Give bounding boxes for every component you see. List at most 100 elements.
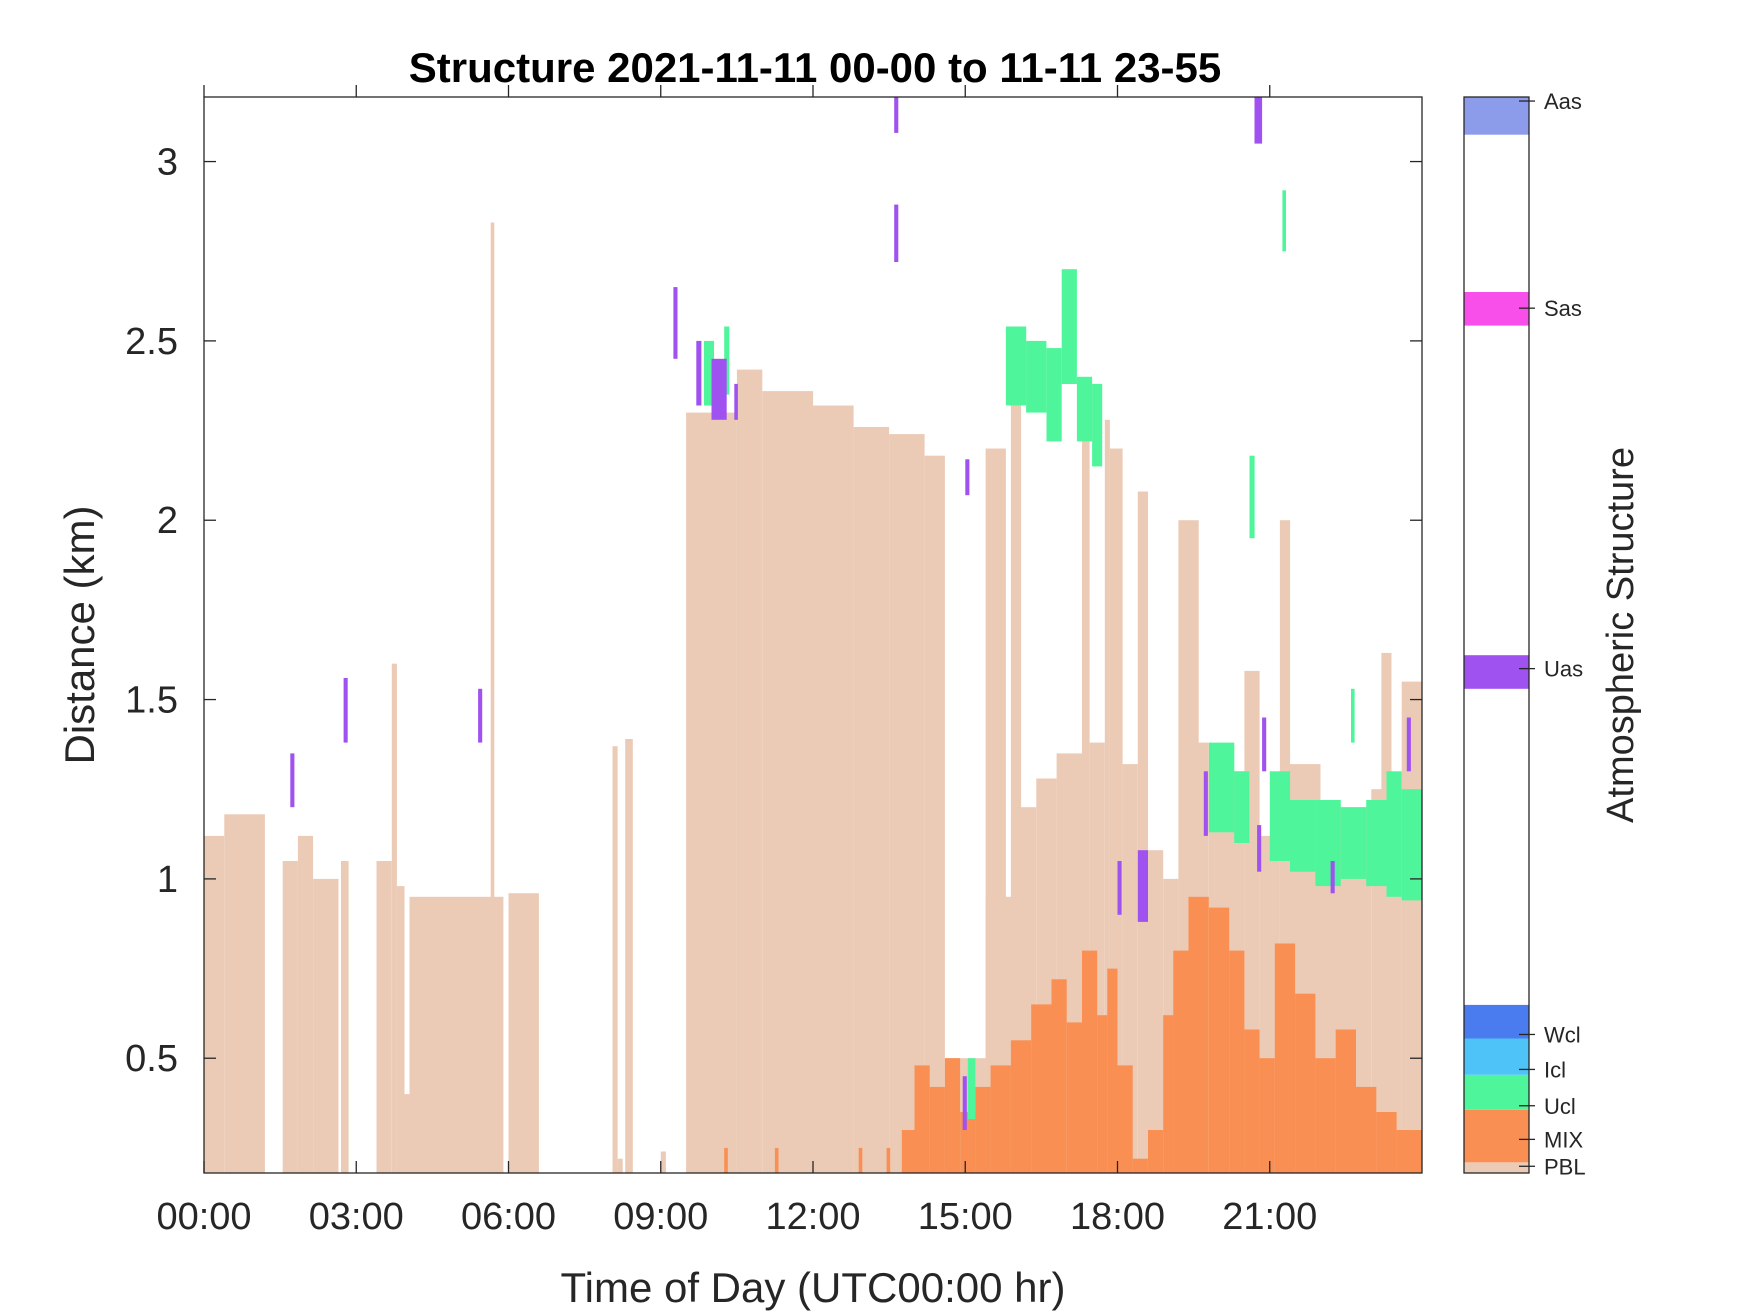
block-mix-6 bbox=[929, 1086, 945, 1173]
block-mix-30 bbox=[1315, 1058, 1336, 1173]
y-tick-label: 1.5 bbox=[125, 680, 178, 722]
block-uas-1 bbox=[343, 678, 348, 743]
block-pbl-48 bbox=[1381, 652, 1392, 1173]
colorbar-tick-label-aas: Aas bbox=[1544, 89, 1582, 114]
block-mix-12 bbox=[1031, 1004, 1052, 1173]
block-ucl-4 bbox=[1026, 340, 1047, 413]
block-mix-29 bbox=[1295, 993, 1316, 1173]
block-mix-10 bbox=[990, 1065, 1011, 1173]
axis-layer: 00:00 03:00 06:00 09:00 12:00 15:00 18:00 21:00… bbox=[125, 85, 1422, 1238]
colorbar-swatch-icl bbox=[1464, 1038, 1529, 1075]
colorbar-tick-label-sas: Sas bbox=[1544, 296, 1582, 321]
block-ucl-19 bbox=[1282, 190, 1286, 252]
x-tick-label: 03:00 bbox=[309, 1196, 404, 1238]
block-pbl-6 bbox=[376, 861, 392, 1173]
x-tick-label: 00:00 bbox=[156, 1196, 251, 1238]
x-axis-label: Time of Day (UTC00:00 hr) bbox=[561, 1264, 1066, 1311]
block-mix-16 bbox=[1097, 1015, 1108, 1173]
block-ucl-6 bbox=[1061, 269, 1077, 384]
y-tick-label: 1 bbox=[157, 859, 178, 901]
block-pbl-8 bbox=[396, 886, 405, 1173]
block-ucl-5 bbox=[1046, 348, 1062, 442]
colorbar-swatch-aas bbox=[1464, 97, 1529, 135]
block-pbl-14 bbox=[617, 1158, 623, 1173]
block-mix-28 bbox=[1274, 943, 1296, 1173]
block-ucl-1 bbox=[724, 326, 730, 395]
block-mix-34 bbox=[1396, 1130, 1422, 1173]
block-mix-14 bbox=[1066, 1022, 1082, 1173]
block-ucl-12 bbox=[1269, 771, 1291, 861]
x-tick-label: 12:00 bbox=[765, 1196, 860, 1238]
block-pbl-7 bbox=[391, 663, 397, 1173]
block-pbl-33 bbox=[1104, 419, 1110, 1173]
block-ucl-20 bbox=[1351, 688, 1355, 743]
block-pbl-16 bbox=[660, 1151, 666, 1173]
x-tick-label: 21:00 bbox=[1222, 1196, 1317, 1238]
colorbar-swatch-pbl bbox=[1464, 1162, 1529, 1173]
block-ucl-3 bbox=[1005, 326, 1027, 406]
block-ucl-0 bbox=[703, 340, 714, 406]
chart-title: Structure 2021-11-11 00-00 to 11-11 23-5… bbox=[409, 44, 1222, 91]
block-pbl-19 bbox=[762, 391, 814, 1174]
block-uas-12 bbox=[1137, 850, 1148, 922]
block-pbl-20 bbox=[813, 405, 854, 1173]
block-mix-22 bbox=[1173, 950, 1189, 1173]
colorbar-frame bbox=[1463, 96, 1530, 1174]
block-uas-15 bbox=[1262, 717, 1267, 772]
block-ucl-7 bbox=[1076, 376, 1093, 442]
block-mix-2 bbox=[858, 1147, 863, 1173]
block-uas-13 bbox=[1203, 771, 1208, 836]
block-pbl-0 bbox=[204, 835, 225, 1173]
series-mix bbox=[724, 896, 1422, 1173]
block-mix-15 bbox=[1082, 950, 1098, 1173]
block-uas-14 bbox=[1254, 97, 1263, 144]
block-mix-19 bbox=[1132, 1158, 1148, 1173]
y-axis-label: Distance (km) bbox=[56, 505, 103, 764]
block-pbl-3 bbox=[297, 835, 314, 1173]
block-ucl-18 bbox=[1401, 789, 1422, 901]
block-ucl-13 bbox=[1290, 800, 1316, 872]
block-uas-11 bbox=[1117, 861, 1122, 915]
block-pbl-1 bbox=[224, 814, 265, 1173]
plot-area: 00:00 03:00 06:00 09:00 12:00 15:00 18:00 21:00… bbox=[125, 85, 1423, 1238]
block-uas-9 bbox=[965, 459, 970, 496]
y-tick-label: 3 bbox=[157, 142, 178, 184]
block-mix-25 bbox=[1229, 950, 1245, 1173]
block-uas-8 bbox=[894, 204, 899, 262]
block-uas-16 bbox=[1257, 825, 1262, 872]
x-tick-label: 15:00 bbox=[918, 1196, 1013, 1238]
block-pbl-2 bbox=[282, 861, 298, 1173]
block-pbl-15 bbox=[625, 739, 633, 1173]
colorbar-swatch-ucl bbox=[1464, 1074, 1529, 1110]
block-pbl-9 bbox=[404, 1094, 410, 1173]
block-mix-24 bbox=[1208, 907, 1230, 1173]
block-mix-5 bbox=[914, 1065, 930, 1173]
y-tick-label: 0.5 bbox=[125, 1038, 178, 1080]
colorbar-swatch-sas bbox=[1464, 292, 1529, 326]
block-pbl-23 bbox=[924, 455, 945, 1173]
block-mix-26 bbox=[1244, 1029, 1260, 1173]
block-mix-33 bbox=[1376, 1112, 1397, 1173]
block-ucl-15 bbox=[1340, 807, 1367, 879]
block-mix-31 bbox=[1335, 1029, 1356, 1173]
colorbar-swatch-uas bbox=[1464, 655, 1529, 689]
x-tick-label: 18:00 bbox=[1070, 1196, 1165, 1238]
colorbar-tick-label-uas: Uas bbox=[1544, 657, 1583, 682]
block-mix-27 bbox=[1259, 1058, 1275, 1173]
block-uas-10 bbox=[962, 1076, 967, 1130]
colorbar-swatch-wcl bbox=[1464, 1004, 1529, 1039]
block-mix-1 bbox=[774, 1147, 779, 1173]
colorbar-swatches bbox=[1464, 97, 1529, 1173]
block-uas-3 bbox=[673, 287, 678, 359]
block-uas-5 bbox=[711, 358, 727, 420]
block-pbl-17 bbox=[686, 412, 737, 1174]
y-tick-label: 2.5 bbox=[125, 321, 178, 363]
block-pbl-13 bbox=[612, 746, 618, 1173]
block-pbl-22 bbox=[889, 434, 925, 1174]
block-pbl-12 bbox=[508, 893, 539, 1173]
block-uas-17 bbox=[1406, 717, 1411, 772]
colorbar-swatch-mix bbox=[1464, 1109, 1529, 1163]
block-mix-4 bbox=[901, 1130, 915, 1173]
block-ucl-2 bbox=[967, 1058, 976, 1120]
